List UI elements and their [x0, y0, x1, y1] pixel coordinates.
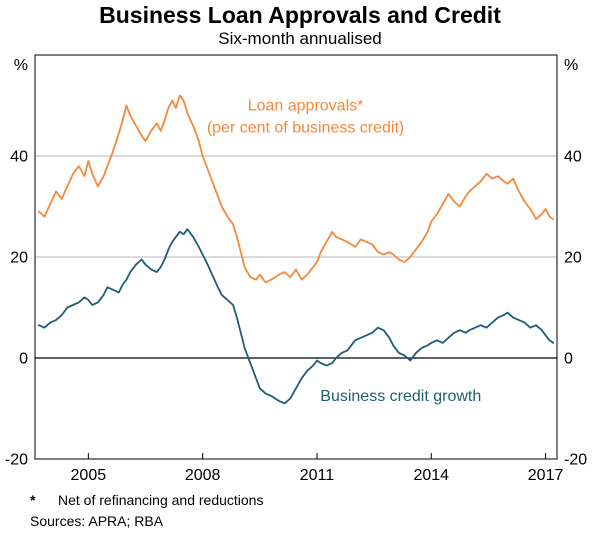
y-tick-label-right--20: -20: [564, 452, 587, 469]
footnote: * Net of refinancing and reductions: [30, 492, 600, 508]
x-tick-label-2011: 2011: [300, 467, 335, 484]
x-tick-label-2008: 2008: [185, 467, 221, 484]
chart-subtitle: Six-month annualised: [218, 29, 382, 48]
footnote-marker: *: [30, 492, 36, 508]
business-credit-growth-line: [37, 228, 555, 405]
series-label-business-credit-growth: Business credit growth: [320, 388, 481, 405]
x-tick-label-2014: 2014: [413, 467, 449, 484]
series-label-loan-approvals-line1: Loan approvals*: [248, 98, 364, 115]
y-tick-label-left-40: 40: [10, 149, 28, 166]
x-tick-label-2005: 2005: [71, 467, 107, 484]
y-axis-unit-right: %: [564, 57, 578, 74]
x-tick-label-2017: 2017: [528, 467, 564, 484]
footnote-text: Net of refinancing and reductions: [58, 492, 264, 508]
chart-title: Business Loan Approvals and Credit: [99, 2, 501, 28]
y-tick-label-right-0: 0: [564, 351, 573, 368]
sources-line: Sources: APRA; RBA: [30, 513, 164, 529]
y-axis-unit-left: %: [14, 57, 28, 74]
y-tick-label-left-0: 0: [19, 351, 28, 368]
y-tick-label-right-20: 20: [564, 250, 582, 267]
plot-border: [34, 54, 558, 460]
series-label-loan-approvals-line2: (per cent of business credit): [207, 120, 404, 137]
y-tick-label-right-40: 40: [564, 149, 582, 166]
loan-approvals-line: [37, 94, 555, 284]
y-tick-label-left-20: 20: [10, 250, 28, 267]
y-tick-label-left--20: -20: [5, 452, 28, 469]
